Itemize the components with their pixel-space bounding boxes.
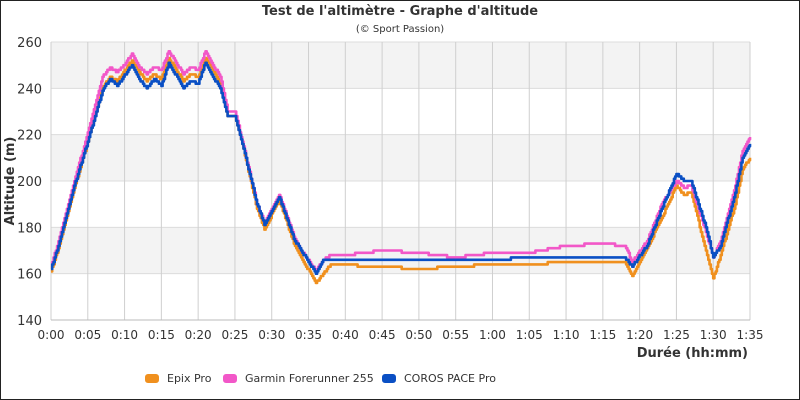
legend-swatch (223, 374, 237, 383)
x-tick-label: 1:35 (737, 328, 764, 342)
legend-swatch (145, 374, 159, 383)
y-tick-label: 200 (17, 175, 42, 190)
legend: Epix Pro Garmin Forerunner 255 COROS PACE … (145, 372, 496, 385)
x-axis-label: Durée (hh:mm) (637, 346, 748, 361)
x-tick-label: 0:00 (38, 328, 65, 342)
chart-title: Test de l'altimètre - Graphe d'altitude (262, 4, 538, 19)
legend-label: Epix Pro (167, 372, 212, 385)
y-axis-label: Altitude (m) (3, 137, 18, 226)
series-line-epix-pro (50, 56, 752, 285)
x-tick-label: 0:40 (332, 328, 359, 342)
y-tick-label: 160 (17, 268, 42, 283)
x-tick-label: 1:00 (479, 328, 506, 342)
x-tick-label: 0:50 (405, 328, 432, 342)
y-tick-label: 240 (17, 82, 42, 97)
series-line-garmin-forerunner-255 (50, 50, 752, 273)
x-tick-label: 1:15 (589, 328, 616, 342)
x-tick-label: 1:30 (700, 328, 727, 342)
y-tick-label: 180 (17, 221, 42, 236)
y-tick-label: 260 (17, 36, 42, 51)
series-line-coros-pace-pro (50, 61, 752, 275)
x-tick-label: 1:20 (626, 328, 653, 342)
x-tick-label: 0:10 (111, 328, 138, 342)
x-tick-label: 0:35 (295, 328, 322, 342)
x-tick-label: 0:30 (258, 328, 285, 342)
y-tick-label: 220 (17, 129, 42, 144)
x-tick-label: 0:05 (74, 328, 101, 342)
x-tick-label: 1:05 (516, 328, 543, 342)
x-tick-label: 0:55 (442, 328, 469, 342)
chart-subtitle: (© Sport Passion) (356, 24, 444, 35)
legend-label: Garmin Forerunner 255 (245, 372, 374, 385)
legend-label: COROS PACE Pro (404, 372, 496, 385)
x-tick-label: 1:25 (663, 328, 690, 342)
x-tick-label: 0:20 (185, 328, 212, 342)
legend-swatch (382, 374, 396, 383)
x-tick-label: 0:25 (221, 328, 248, 342)
y-tick-label: 140 (17, 314, 42, 329)
x-tick-label: 1:10 (553, 328, 580, 342)
x-tick-label: 0:15 (148, 328, 175, 342)
x-tick-label: 0:45 (369, 328, 396, 342)
grid-band (51, 134, 750, 181)
